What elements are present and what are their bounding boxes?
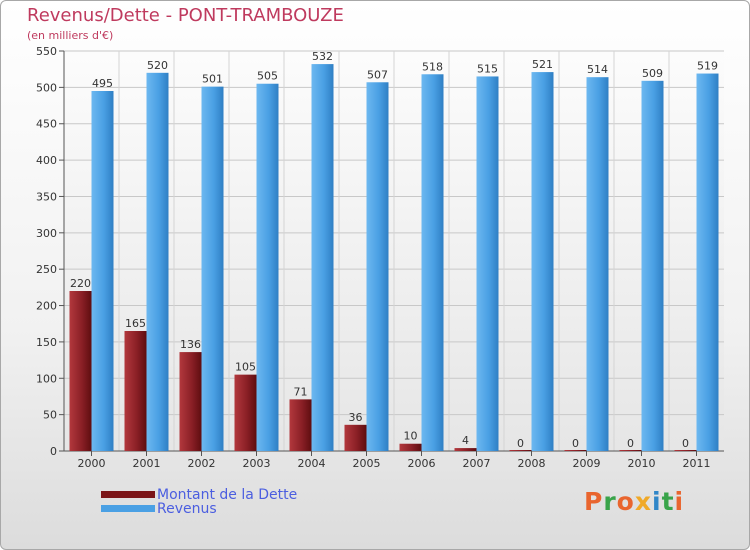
y-tick-label: 250 xyxy=(36,263,57,276)
data-label-revenus: 520 xyxy=(147,59,168,72)
data-label-dette: 0 xyxy=(682,437,689,450)
legend-label-debt: Montant de la Dette xyxy=(157,487,298,503)
data-label-dette: 220 xyxy=(70,277,91,290)
grid-lines xyxy=(64,50,724,452)
logo-letter: o xyxy=(616,487,635,516)
proxiti-logo: Proxiti xyxy=(584,487,684,516)
data-label-revenus: 507 xyxy=(367,68,388,81)
legend-swatch-revenus xyxy=(101,505,155,512)
bars xyxy=(69,64,719,452)
x-tick-label: 2006 xyxy=(408,457,436,470)
data-label-dette: 0 xyxy=(517,437,524,450)
chart-title: Revenus/Dette - PONT-TRAMBOUZE xyxy=(27,5,344,26)
legend-label-revenus: Revenus xyxy=(157,501,217,517)
data-label-revenus: 501 xyxy=(202,73,223,86)
bar-dette xyxy=(674,450,697,451)
bar-revenus xyxy=(146,72,169,452)
data-label-dette: 165 xyxy=(125,317,146,330)
y-tick-label: 150 xyxy=(36,336,57,349)
bar-revenus xyxy=(91,91,114,451)
bar-dette xyxy=(179,352,202,451)
data-label-dette: 105 xyxy=(235,361,256,374)
y-tick-label: 550 xyxy=(36,45,57,58)
data-label-revenus: 521 xyxy=(532,58,553,71)
data-label-revenus: 509 xyxy=(642,67,663,80)
bar-revenus xyxy=(311,64,334,451)
bar-dette xyxy=(454,448,477,451)
data-label-revenus: 518 xyxy=(422,60,443,73)
bar-dette xyxy=(124,331,147,451)
bar-revenus xyxy=(476,76,499,452)
x-tick-label: 2000 xyxy=(78,457,106,470)
data-label-revenus: 505 xyxy=(257,70,278,83)
logo-letter: t xyxy=(661,487,675,516)
bar-revenus xyxy=(531,72,554,451)
logo-letter: r xyxy=(603,487,617,516)
logo-letter: i xyxy=(674,487,685,516)
data-label-dette: 0 xyxy=(627,437,634,450)
x-tick-label: 2008 xyxy=(518,457,546,470)
x-tick-label: 2001 xyxy=(133,457,161,470)
y-tick-label: 350 xyxy=(36,190,57,203)
data-label-dette: 36 xyxy=(349,411,363,424)
data-label-dette: 10 xyxy=(404,430,418,443)
data-label-revenus: 519 xyxy=(697,60,718,73)
logo-letter: i xyxy=(652,487,662,516)
logo-letter: x xyxy=(634,487,652,516)
bar-dette xyxy=(344,424,367,451)
logo-letter: P xyxy=(584,487,604,516)
data-label-revenus: 495 xyxy=(92,77,113,90)
y-tick-label: 300 xyxy=(36,227,57,240)
data-label-dette: 136 xyxy=(180,338,201,351)
data-label-revenus: 515 xyxy=(477,62,498,75)
bar-revenus xyxy=(421,74,444,451)
y-tick-label: 450 xyxy=(36,118,57,131)
bar-revenus xyxy=(256,83,279,452)
data-label-dette: 4 xyxy=(462,434,469,447)
x-tick-label: 2010 xyxy=(628,457,656,470)
data-labels: 220 495 165 520 136 501 105 505 71 532 36 507 10 518 4… xyxy=(70,50,718,450)
y-tick-label: 100 xyxy=(36,372,57,385)
bar-revenus xyxy=(586,77,609,451)
bar-dette xyxy=(69,291,92,451)
bar-dette xyxy=(564,450,587,451)
chart-subtitle: (en milliers d'€) xyxy=(27,29,114,42)
bar-dette xyxy=(234,374,257,451)
bar-revenus xyxy=(366,82,389,451)
x-tick-label: 2009 xyxy=(573,457,601,470)
x-tick-label: 2005 xyxy=(353,457,381,470)
y-tick-label: 0 xyxy=(50,445,57,458)
bar-dette xyxy=(399,443,422,451)
y-tick-label: 50 xyxy=(43,409,57,422)
data-label-dette: 71 xyxy=(294,385,308,398)
bar-revenus xyxy=(201,86,224,452)
legend-swatch-debt xyxy=(101,491,155,498)
y-tick-label: 500 xyxy=(36,81,57,94)
bar-dette xyxy=(509,450,532,451)
x-tick-label: 2003 xyxy=(243,457,271,470)
x-tick-label: 2004 xyxy=(298,457,326,470)
x-tick-label: 2002 xyxy=(188,457,216,470)
x-tick-label: 2007 xyxy=(463,457,491,470)
data-label-dette: 0 xyxy=(572,437,579,450)
bar-dette xyxy=(289,399,312,451)
y-tick-label: 200 xyxy=(36,300,57,313)
x-tick-label: 2011 xyxy=(683,457,711,470)
y-tick-label: 400 xyxy=(36,154,57,167)
data-label-revenus: 514 xyxy=(587,63,608,76)
data-label-revenus: 532 xyxy=(312,50,333,63)
bar-dette xyxy=(619,450,642,451)
bar-revenus xyxy=(641,80,664,452)
bar-revenus xyxy=(696,73,719,451)
